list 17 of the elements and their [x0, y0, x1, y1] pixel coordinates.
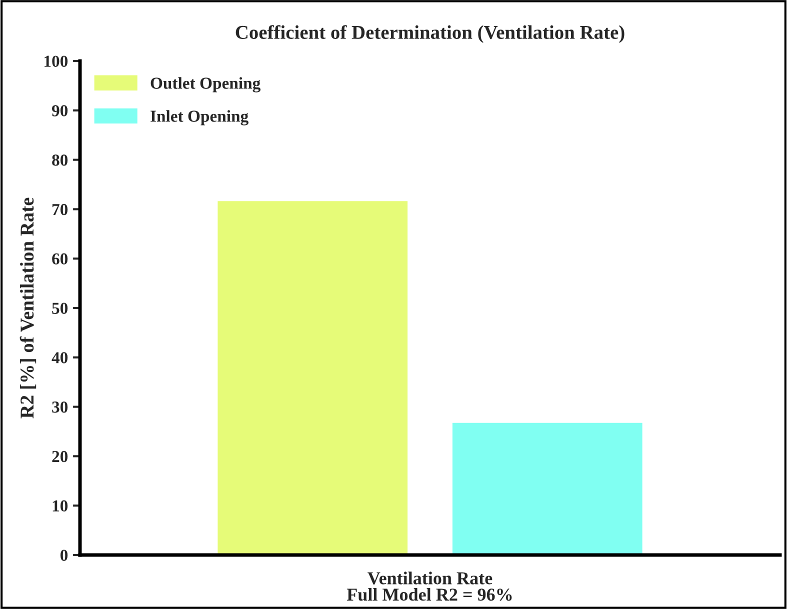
chart-title: Coefficient of Determination (Ventilation Rate) [236, 25, 624, 43]
x-axis-title: Full Model R2 = 96% [346, 588, 512, 601]
y-tick-label: 90 [52, 105, 68, 116]
y-tick-label: 30 [52, 402, 68, 413]
y-tick-label: 20 [52, 450, 68, 462]
y-tick-label: 0 [60, 550, 68, 561]
y-tick-label: 80 [52, 154, 68, 166]
y-tick-label: 40 [52, 352, 68, 364]
legend-label: Inlet Opening [150, 110, 248, 126]
y-tick-label: 10 [52, 500, 68, 512]
legend-label: Outlet Opening [150, 77, 260, 92]
y-tick-label: 60 [52, 253, 68, 265]
y-tick-label: 100 [44, 56, 68, 67]
x-tick-label: Ventilation Rate [368, 572, 492, 584]
y-axis-title: R2 [%] of Ventilation Rate [20, 198, 36, 418]
y-tick-label: 50 [52, 302, 68, 314]
y-tick-label: 70 [52, 204, 68, 216]
